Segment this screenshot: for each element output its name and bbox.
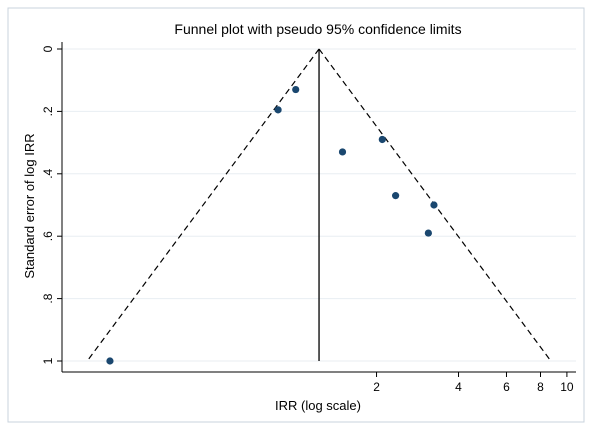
plot-area: 0 .2 .4 .6 .8 1 2 4 6 8 10	[41, 42, 576, 394]
y-tick-label-5: 1	[41, 357, 55, 364]
y-tick-label-3: .6	[41, 231, 55, 241]
chart-title: Funnel plot with pseudo 95% confidence l…	[174, 21, 461, 37]
lower-confidence-limit	[86, 48, 320, 362]
y-tick-label-2: .4	[41, 168, 55, 178]
study-point-3	[338, 148, 347, 156]
study-point-8	[106, 357, 114, 365]
y-tick-label-0: 0	[41, 45, 55, 52]
study-point-2	[274, 106, 282, 114]
study-point-1	[292, 85, 300, 94]
study-point-5	[392, 192, 400, 200]
y-tick-label-4: .8	[41, 293, 55, 303]
study-point-7	[424, 229, 432, 237]
x-tick-label-1: 4	[455, 380, 462, 394]
x-tick-label-3: 8	[537, 380, 544, 394]
y-tick-label-1: .2	[41, 106, 55, 116]
x-tick-label-2: 6	[503, 380, 510, 394]
x-tick-label-4: 10	[560, 380, 574, 394]
x-tick-label-0: 2	[373, 380, 380, 394]
study-point-6	[430, 201, 438, 209]
y-axis-title: Standard error of log IRR	[22, 133, 37, 278]
x-axis-title: IRR (log scale)	[275, 398, 361, 413]
study-point-4	[378, 135, 386, 144]
